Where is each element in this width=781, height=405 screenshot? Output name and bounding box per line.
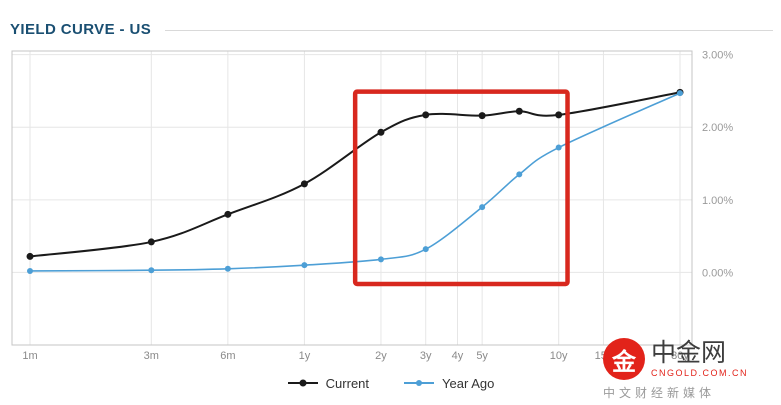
y-axis-label: 3.00%	[702, 50, 733, 62]
cngold-logo-icon: 金	[603, 338, 645, 380]
y-axis-label: 0.00%	[702, 267, 733, 279]
series-marker	[224, 265, 231, 272]
watermark-text: 中金网 CNGOLD.COM.CN	[651, 339, 749, 378]
page-title: YIELD CURVE - US	[10, 20, 152, 38]
y-axis-label: 2.00%	[702, 122, 733, 134]
series-marker	[478, 112, 486, 120]
x-axis-label: 4y	[452, 350, 464, 362]
series-marker	[148, 267, 155, 274]
series-marker	[555, 144, 562, 151]
series-marker	[515, 107, 523, 115]
series-marker	[377, 128, 385, 136]
series-marker	[26, 252, 34, 260]
x-axis-label: 2y	[375, 350, 387, 362]
yield-curve-chart: 0.00%1.00%2.00%3.00%1m3m6m1y2y3y4y5y10y1…	[11, 50, 733, 362]
series-marker	[555, 111, 563, 119]
x-axis-label: 1m	[22, 350, 37, 362]
series-marker	[677, 90, 683, 97]
series-marker	[422, 111, 430, 119]
series-marker	[479, 204, 486, 211]
logo-glyph: 金	[612, 348, 636, 376]
legend-item-year-ago[interactable]: Year Ago	[403, 376, 494, 391]
series-line-year-ago	[29, 92, 681, 272]
series-line-current	[29, 91, 681, 258]
x-axis-label: 5y	[476, 350, 488, 362]
x-axis-label: 1y	[299, 350, 311, 362]
series-marker	[422, 246, 429, 253]
header: YIELD CURVE - US	[0, 0, 781, 44]
series-marker	[147, 238, 155, 246]
header-rule	[165, 29, 773, 31]
series-marker	[301, 262, 308, 269]
series-marker	[377, 256, 384, 263]
cngold-watermark: 金 中金网 CNGOLD.COM.CN 中文财经新媒体	[603, 338, 771, 401]
series-marker	[224, 210, 232, 218]
x-axis-label: 3y	[420, 350, 432, 362]
highlight-box	[352, 89, 570, 287]
legend-item-current[interactable]: Current	[287, 376, 369, 391]
site-domain: CNGOLD.COM.CN	[651, 367, 749, 378]
x-axis-label: 10y	[550, 350, 568, 362]
y-axis-label: 1.00%	[702, 195, 733, 207]
legend-label-current: Current	[325, 375, 370, 391]
watermark-top-row: 金 中金网 CNGOLD.COM.CN	[603, 338, 771, 380]
x-axis-label: 30y	[671, 350, 689, 362]
chart-legend: Current Year Ago	[0, 368, 781, 398]
year-ago-series-swatch-icon	[404, 380, 435, 386]
series-marker	[300, 180, 308, 188]
x-axis-label: 3m	[144, 350, 159, 362]
series-marker	[516, 171, 523, 178]
legend-label-year-ago: Year Ago	[442, 375, 495, 391]
series-marker	[27, 267, 33, 274]
x-axis-label: 6m	[220, 350, 235, 362]
chart-area: 0.00%1.00%2.00%3.00%1m3m6m1y2y3y4y5y10y1…	[0, 44, 781, 366]
current-series-swatch-icon	[287, 379, 318, 387]
site-name: 中金网	[651, 339, 727, 368]
site-tagline: 中文财经新媒体	[603, 386, 716, 400]
